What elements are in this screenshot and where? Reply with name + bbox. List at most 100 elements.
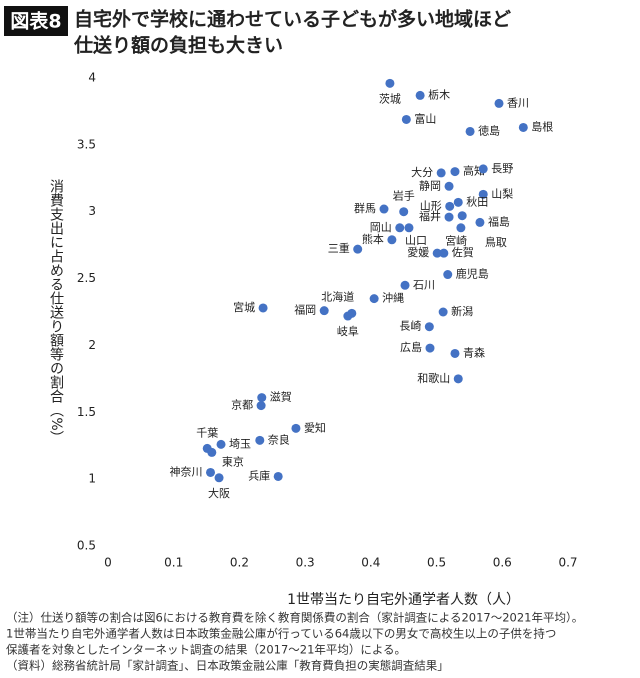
y-tick-label: 4 [88,71,96,85]
point [436,168,446,178]
point [214,473,224,483]
y-tick-label: 0.5 [77,539,96,553]
point [401,114,411,124]
point-label: 広島 [400,340,422,354]
point-label: 青森 [463,345,485,359]
point [206,467,216,477]
x-tick-label: 0.6 [493,556,512,570]
point [343,311,353,321]
point-label: 石川 [413,278,435,291]
point-label: 愛媛 [407,245,429,259]
point-label: 神奈川 [170,464,203,478]
point [404,223,414,233]
title-line: 自宅外で学校に通わせている子どもが多い地域ほど [74,8,511,31]
point [450,167,460,177]
x-axis-label: 1世帯当たり自宅外通学者人数（人） [287,592,520,608]
y-tick-label: 1.5 [77,405,96,419]
point [256,401,266,411]
point [445,201,455,211]
point [415,90,425,100]
y-tick-label: 3 [88,204,96,218]
point [456,223,466,233]
point-label: 宮崎 [445,234,467,248]
point-label: 山口 [405,234,427,247]
point-label: 宮城 [233,300,255,314]
point [457,211,467,221]
badge-box [4,6,68,36]
y-tick-label: 2 [88,338,96,352]
point-label: 鹿児島 [456,267,489,281]
point-label: 秋田 [466,194,488,208]
point-label: 長野 [491,162,513,175]
y-tick-label: 3.5 [77,137,96,151]
point [399,207,409,217]
point [453,374,463,384]
point-label: 島根 [531,119,553,133]
point-label: 香川 [507,96,529,109]
point-label: 熊本 [362,232,384,246]
y-tick-label: 1 [88,472,96,486]
point-label: 富山 [414,111,436,125]
point [439,248,449,258]
point-label: 山形 [420,199,442,212]
point-label: 岩手 [393,189,415,203]
note: 1世帯当たり自宅外通学者人数は日本政策金融公庫が行っている64歳以下の男女で高校… [6,627,556,641]
point-label: 群馬 [354,201,376,215]
x-tick-label: 0.1 [164,556,183,570]
title-line: 仕送り額の負担も大きい [73,34,283,57]
point [395,223,405,233]
point [453,197,463,207]
point-label: 京都 [231,398,253,412]
note: 保護者を対象としたインターネット調査の結果（2017～21年平均）による。 [6,643,406,657]
point [475,217,485,227]
point-label: 兵庫 [248,468,270,482]
point-label: 新潟 [451,304,473,318]
point-label: 大阪 [208,486,230,500]
x-tick-label: 0.5 [427,556,446,570]
point [478,189,488,199]
point-label: 長崎 [399,319,421,333]
point-label: 静岡 [419,178,441,192]
point-label: 和歌山 [417,371,450,385]
point [425,343,435,353]
point [369,294,379,304]
point [443,270,453,280]
point-label: 徳島 [478,123,500,137]
badge: 図表8 [10,10,61,33]
point [207,447,217,457]
point [465,126,475,136]
note: （資料）総務省統計局「家計調査」、日本政策金融公庫「教育費負担の実態調査結果」 [6,659,449,673]
point-label: 茨城 [379,91,401,105]
point [385,78,395,88]
point-label: 佐賀 [452,245,474,259]
point-label: 滋賀 [270,391,292,404]
point-label: 愛知 [304,420,326,434]
point [273,471,283,481]
point [400,280,410,290]
point-label: 大分 [411,165,433,179]
point-label: 北海道 [321,289,354,303]
point [387,235,397,245]
x-tick-label: 0.4 [361,556,380,570]
point [494,98,504,108]
note: （注）仕送り額等の割合は図6における教育費を除く教育関係費の割合（家計調査による… [6,611,583,625]
x-tick-label: 0 [104,556,112,570]
point [257,393,267,403]
point-label: 福島 [488,214,510,228]
point-label: 沖縄 [382,291,404,305]
point [432,248,442,258]
point-label: 岡山 [370,221,392,234]
y-axis-label: 消費支出に占める仕送り額等の割合（%） [48,179,64,444]
point-label: 山梨 [491,186,513,200]
point-label: 千葉 [196,425,218,439]
point-label: 埼玉 [229,436,251,450]
point [255,435,265,445]
point [444,212,454,222]
point [353,244,363,254]
point [478,164,488,174]
point [379,204,389,214]
point-label: 奈良 [268,432,290,446]
y-tick-label: 2.5 [77,271,96,285]
